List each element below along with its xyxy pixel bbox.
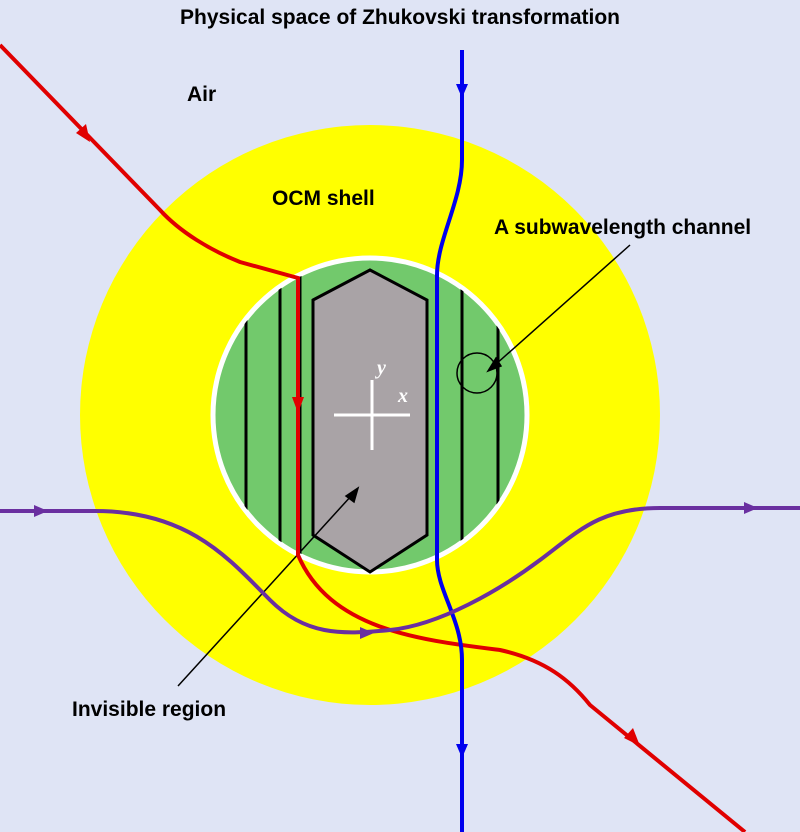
red-ray-arrow	[76, 124, 90, 142]
x-axis-label: x	[398, 385, 408, 407]
invisible-pointer-head	[344, 486, 360, 504]
red-ray	[0, 43, 747, 832]
purple-ray-arrow	[360, 627, 374, 639]
air-label: Air	[187, 83, 217, 106]
y-axis-label: y	[377, 357, 386, 379]
subwavelength-channel-label: A subwavelength channel	[494, 216, 752, 239]
ocm-shell-label: OCM shell	[272, 187, 375, 210]
purple-ray-arrow	[34, 505, 48, 517]
invisible-pointer	[177, 494, 353, 687]
coordinate-axes	[334, 380, 410, 450]
invisible-region-label: Invisible region	[72, 698, 227, 721]
blue-ray-arrow	[456, 744, 468, 758]
pointer-lines	[177, 244, 631, 687]
purple-ray-arrow	[744, 502, 758, 514]
channel-pointer-head	[486, 356, 503, 373]
invisible-region-shape	[311, 268, 429, 574]
blue-ray-arrow	[456, 84, 468, 98]
red-ray-arrow	[624, 728, 640, 746]
blue-ray	[435, 50, 464, 832]
purple-ray	[0, 506, 800, 635]
red-ray-arrow	[292, 397, 304, 413]
channel-marker-circle	[456, 352, 498, 394]
diagram-title: Physical space of Zhukovski transformati…	[180, 6, 620, 29]
channel-pointer	[494, 244, 631, 366]
